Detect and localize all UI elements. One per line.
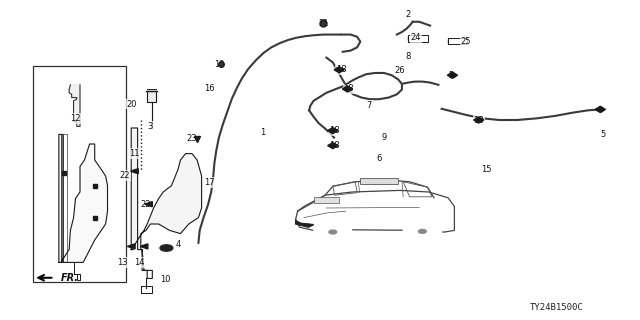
Text: 20: 20 (126, 100, 136, 108)
Polygon shape (296, 221, 314, 227)
Circle shape (403, 222, 442, 241)
Text: 26: 26 (395, 66, 405, 75)
Polygon shape (59, 134, 108, 262)
Polygon shape (328, 127, 338, 134)
Text: 23: 23 (187, 134, 197, 143)
Text: 10: 10 (160, 275, 170, 284)
Text: 14: 14 (134, 258, 145, 267)
Circle shape (160, 245, 173, 251)
Text: 6: 6 (377, 154, 382, 163)
Polygon shape (595, 106, 605, 113)
Polygon shape (447, 72, 458, 78)
Circle shape (412, 226, 433, 237)
Text: 9: 9 (381, 133, 387, 142)
Text: 15: 15 (481, 165, 492, 174)
Polygon shape (147, 91, 156, 128)
Polygon shape (131, 128, 202, 250)
Text: 19: 19 (214, 60, 225, 68)
Text: 1: 1 (260, 128, 265, 137)
Text: FR.: FR. (61, 273, 79, 283)
Text: 3: 3 (148, 122, 153, 131)
Polygon shape (342, 86, 353, 92)
Circle shape (134, 113, 147, 119)
Text: 18: 18 (344, 84, 354, 93)
Text: 24: 24 (411, 33, 421, 42)
Text: 2: 2 (406, 10, 411, 19)
Bar (448, 38, 467, 44)
Text: 7: 7 (367, 101, 372, 110)
Circle shape (329, 230, 337, 234)
Circle shape (323, 227, 344, 237)
Text: 21: 21 (318, 19, 328, 28)
Bar (408, 35, 428, 42)
Text: 22: 22 (120, 171, 130, 180)
Text: 17: 17 (204, 178, 214, 187)
Text: 22: 22 (141, 200, 151, 209)
Polygon shape (131, 169, 138, 174)
Polygon shape (328, 142, 338, 149)
Polygon shape (145, 202, 152, 207)
Circle shape (314, 222, 352, 242)
Text: 18: 18 (474, 116, 484, 124)
Bar (360, 178, 398, 184)
Text: 18: 18 (329, 141, 339, 150)
Text: 13: 13 (118, 258, 128, 267)
Bar (33, 66, 126, 282)
Text: 16: 16 (204, 84, 214, 92)
Polygon shape (296, 190, 454, 232)
Text: 5: 5 (600, 130, 605, 139)
Polygon shape (334, 67, 344, 73)
Polygon shape (474, 117, 484, 123)
Polygon shape (69, 85, 80, 126)
Polygon shape (127, 244, 135, 249)
Text: 12: 12 (70, 114, 81, 123)
Text: 25: 25 (461, 37, 471, 46)
Text: TY24B1500C: TY24B1500C (530, 303, 584, 312)
Text: 5: 5 (449, 71, 454, 80)
Text: 18: 18 (336, 65, 346, 74)
Text: 11: 11 (129, 149, 140, 158)
Circle shape (419, 229, 426, 233)
Bar (314, 197, 339, 203)
Text: 4: 4 (175, 240, 180, 249)
Text: 8: 8 (406, 52, 411, 60)
Text: 18: 18 (329, 126, 339, 135)
Polygon shape (140, 244, 148, 249)
